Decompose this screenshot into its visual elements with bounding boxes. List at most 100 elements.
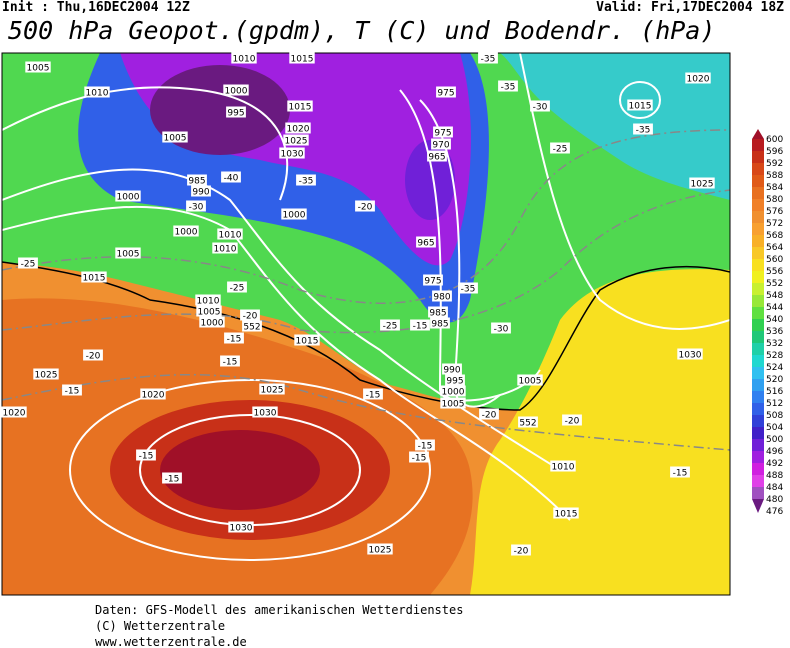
contour-label: 1015	[289, 103, 312, 113]
label-box	[242, 320, 262, 332]
colorbar-swatch	[752, 475, 764, 487]
colorbar-label: 572	[766, 219, 783, 229]
footer-line: Daten: GFS-Modell des amerikanischen Wet…	[95, 603, 464, 617]
contour-label: 975	[424, 277, 441, 287]
label-box	[430, 317, 450, 329]
contour-label: -20	[86, 352, 101, 362]
cyan-zone	[2, 53, 730, 200]
colorbar-label: 556	[766, 267, 783, 277]
colorbar-label: 496	[766, 447, 783, 457]
contour-label: 1020	[3, 409, 26, 419]
label-box	[433, 126, 453, 138]
label-box	[550, 460, 576, 472]
colorbar-swatch	[752, 223, 764, 235]
colorbar-swatch	[752, 271, 764, 283]
contour-label: -15	[227, 335, 242, 345]
contour-label: -15	[413, 322, 428, 332]
colorbar-label: 508	[766, 411, 783, 421]
label-box	[415, 439, 435, 451]
colorbar-label: 512	[766, 399, 783, 409]
contour-label: -15	[366, 391, 381, 401]
contour-label: 1020	[287, 125, 310, 135]
contour-label: -15	[223, 358, 238, 368]
colorbar-swatch	[752, 283, 764, 295]
label-box	[231, 52, 257, 64]
label-box	[409, 451, 429, 463]
label-box	[224, 332, 244, 344]
label-box	[228, 521, 254, 533]
colorbar-label: 480	[766, 495, 783, 505]
colorbar-label: 540	[766, 315, 783, 325]
contour-label: 1025	[369, 546, 392, 556]
colorbar-label: 552	[766, 279, 783, 289]
label-box	[432, 290, 452, 302]
label-box	[530, 100, 550, 112]
contour-label: -15	[65, 387, 80, 397]
contour-label: 1005	[164, 134, 187, 144]
contour-label: 985	[188, 177, 205, 187]
colorbar-swatch	[752, 391, 764, 403]
colorbar-label: 516	[766, 387, 783, 397]
label-box	[162, 131, 188, 143]
colorbar-swatch	[752, 247, 764, 259]
contour-label: 1000	[225, 87, 248, 97]
colorbar-label: 600	[766, 135, 783, 145]
label-box	[685, 72, 711, 84]
label-box	[187, 174, 207, 186]
contour-label: 1000	[283, 211, 306, 221]
contour-label: 1015	[555, 510, 578, 520]
label-box	[217, 228, 243, 240]
label-box	[81, 271, 107, 283]
label-box	[287, 100, 313, 112]
colorbar-swatch	[752, 415, 764, 427]
contour-label: 1015	[629, 102, 652, 112]
colorbar-label: 548	[766, 291, 783, 301]
label-box	[83, 349, 103, 361]
yellow-zone	[470, 269, 730, 595]
valid-time: Valid: Fri,17DEC2004 18Z	[596, 0, 784, 15]
colorbar-label: 476	[766, 507, 783, 517]
colorbar-swatch	[752, 427, 764, 439]
contour-label: -25	[553, 145, 568, 155]
label-box	[240, 309, 260, 321]
label-box	[410, 319, 430, 331]
contour-label: 990	[192, 188, 209, 198]
label-box	[199, 316, 225, 328]
label-box	[491, 322, 511, 334]
contour-label: 1000	[201, 319, 224, 329]
label-box	[436, 86, 456, 98]
contour-label: -25	[383, 322, 398, 332]
contour-label: 1000	[442, 388, 465, 398]
label-box	[289, 52, 315, 64]
colorbar-swatch	[752, 307, 764, 319]
label-box	[445, 374, 465, 386]
colorbar-label: 596	[766, 147, 783, 157]
contour-label: 1010	[219, 231, 242, 241]
label-box	[62, 384, 82, 396]
contour-label: -15	[165, 475, 180, 485]
label-box	[458, 282, 478, 294]
contour-label: 552	[519, 419, 536, 429]
colorbar-label: 488	[766, 471, 783, 481]
colorbar-label: 484	[766, 483, 783, 493]
colorbar-swatch	[752, 139, 764, 151]
colorbar-swatch	[752, 463, 764, 475]
colorbar-swatch	[752, 487, 764, 499]
label-box	[279, 147, 305, 159]
label-box	[252, 406, 278, 418]
contour-label: -35	[299, 177, 314, 187]
label-box	[115, 247, 141, 259]
label-box	[212, 242, 238, 254]
label-box	[283, 134, 309, 146]
label-box	[162, 472, 182, 484]
contour-label: -20	[243, 312, 258, 322]
label-box	[84, 86, 110, 98]
colorbar-swatch	[752, 331, 764, 343]
contour-label: 975	[437, 89, 454, 99]
contour-label: -35	[481, 55, 496, 65]
label-box	[423, 274, 443, 286]
contour-label: 1005	[27, 64, 50, 74]
label-box	[627, 99, 653, 111]
